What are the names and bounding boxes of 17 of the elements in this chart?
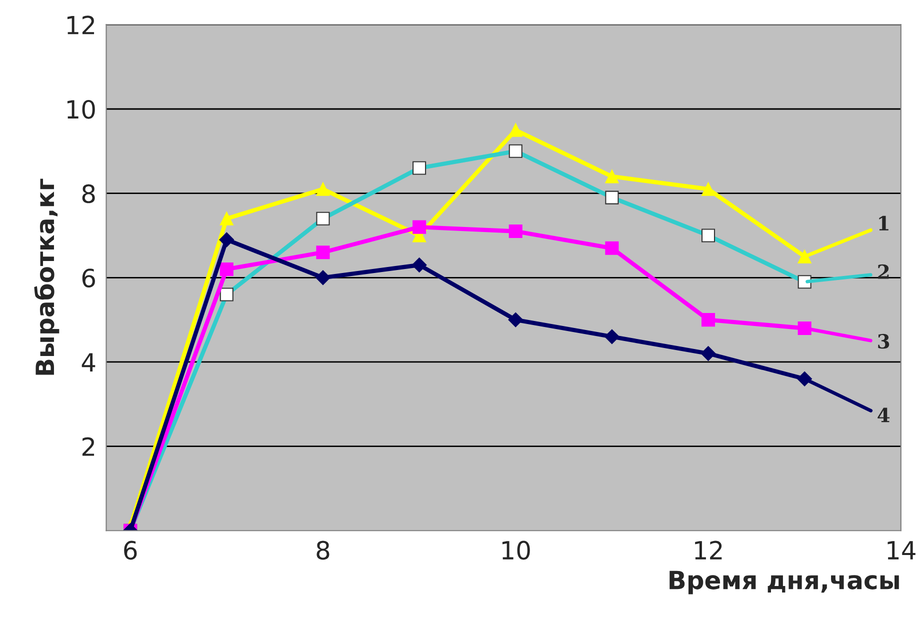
x-axis-title: Время дня,часы bbox=[670, 570, 899, 594]
x-tick-label: 14 bbox=[888, 541, 916, 560]
x-tick-label: 12 bbox=[695, 540, 722, 560]
y-tick-label: 8 bbox=[82, 184, 95, 204]
x-tick-label: 6 bbox=[124, 540, 137, 560]
x-tick-label: 8 bbox=[316, 540, 330, 560]
legend-label: 2 bbox=[878, 264, 889, 279]
y-tick-label: 4 bbox=[82, 353, 96, 372]
legend-label: 3 bbox=[878, 334, 890, 349]
x-tick-label: 10 bbox=[502, 540, 530, 560]
text: 4 bbox=[878, 408, 890, 422]
text: 1 bbox=[879, 216, 888, 230]
y-axis-title: Выработка,кг bbox=[34, 178, 60, 375]
y-tick-label: 12 bbox=[67, 16, 94, 34]
y-tick-label: 10 bbox=[67, 100, 95, 119]
y-tick-label: 6 bbox=[82, 268, 95, 288]
y-tick-label: 2 bbox=[82, 437, 94, 456]
